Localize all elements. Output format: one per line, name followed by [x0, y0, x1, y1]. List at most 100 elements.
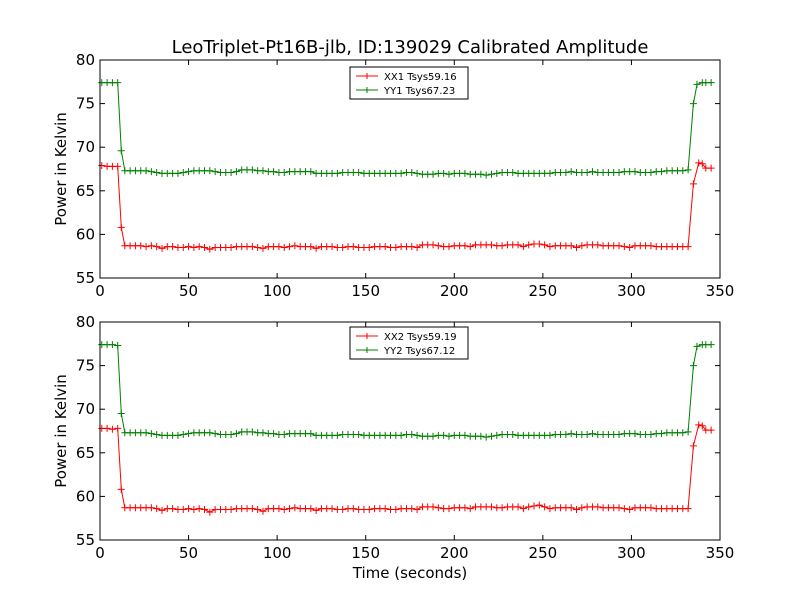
bottom-data-point [227, 430, 235, 438]
top-x-tick-label: 300 [617, 282, 646, 300]
bottom-y-axis-label: Power in Kelvin [52, 374, 70, 488]
bottom-series-xx [98, 421, 715, 516]
bottom-y-tick-label: 80 [76, 313, 95, 331]
top-y-tick-label: 75 [76, 95, 95, 113]
top-data-point [535, 240, 543, 248]
bottom-data-point [514, 503, 522, 511]
top-data-point [477, 170, 485, 178]
top-legend-swatch-marker [364, 73, 370, 79]
bottom-data-point [525, 503, 533, 511]
bottom-data-point [429, 503, 437, 511]
bottom-data-point [695, 421, 703, 429]
bottom-x-tick-label: 100 [263, 544, 292, 562]
top-data-point [232, 168, 240, 176]
bottom-data-point [232, 430, 240, 438]
bottom-data-point [227, 505, 235, 513]
top-data-point [206, 245, 214, 253]
top-data-point [519, 243, 527, 251]
top-data-point [117, 147, 125, 155]
bottom-data-point [179, 430, 187, 438]
top-data-point [594, 241, 602, 249]
top-data-point [487, 241, 495, 249]
bottom-data-point [195, 505, 203, 513]
bottom-data-point [689, 442, 697, 450]
bottom-data-point [312, 506, 320, 514]
bottom-x-tick-label: 200 [440, 544, 469, 562]
top-data-point [270, 168, 278, 176]
bottom-data-point [169, 505, 177, 513]
top-data-point [408, 168, 416, 176]
top-data-point [307, 243, 315, 251]
top-data-point [259, 167, 267, 175]
top-data-point [153, 243, 161, 251]
top-y-tick-label: 70 [76, 138, 95, 156]
bottom-x-tick-label: 0 [95, 544, 105, 562]
top-data-point [620, 243, 628, 251]
top-data-point [679, 167, 687, 175]
bottom-data-point [153, 505, 161, 513]
bottom-data-point [147, 430, 155, 438]
bottom-data-point [381, 505, 389, 513]
bottom-data-point [286, 505, 294, 513]
top-data-point [142, 167, 150, 175]
bottom-data-point [461, 431, 469, 439]
top-data-point [466, 243, 474, 251]
bottom-data-point [408, 505, 416, 513]
bottom-data-point [392, 505, 400, 513]
top-data-point [185, 243, 193, 251]
top-y-tick-label: 65 [76, 182, 95, 200]
top-x-tick-label: 350 [706, 282, 735, 300]
bottom-data-point [429, 432, 437, 440]
bottom-data-point [588, 430, 596, 438]
bottom-data-point [684, 505, 692, 513]
bottom-data-point [440, 431, 448, 439]
top-data-point [695, 159, 703, 167]
bottom-data-point [280, 430, 288, 438]
bottom-data-point [108, 341, 116, 349]
bottom-data-point [413, 431, 421, 439]
bottom-data-point [707, 341, 715, 349]
top-data-point [698, 160, 706, 168]
top-data-point [355, 168, 363, 176]
top-data-point [195, 243, 203, 251]
top-data-point [280, 168, 288, 176]
top-y-tick-label: 55 [76, 269, 95, 287]
bottom-data-point [615, 430, 623, 438]
top-data-point [487, 170, 495, 178]
top-data-point [397, 169, 405, 177]
top-data-point [647, 168, 655, 176]
top-data-point [573, 243, 581, 251]
top-data-point [445, 170, 453, 178]
top-data-point [525, 241, 533, 249]
bottom-data-point [698, 422, 706, 430]
bottom-data-point [254, 505, 262, 513]
top-data-point [211, 168, 219, 176]
top-data-point [190, 243, 198, 251]
bottom-data-point [190, 505, 198, 513]
bottom-data-point [355, 430, 363, 438]
bottom-data-point [693, 342, 701, 350]
top-data-point [254, 243, 262, 251]
top-data-point [349, 243, 357, 251]
top-data-point [689, 100, 697, 108]
top-data-point [227, 243, 235, 251]
bottom-data-point [461, 504, 469, 512]
top-data-point [615, 168, 623, 176]
bottom-legend: XX2 Tsys59.19 YY2 Tsys67.12 [349, 326, 469, 360]
bottom-data-point [689, 362, 697, 370]
top-series-xx [98, 159, 715, 253]
top-data-point [413, 243, 421, 251]
bottom-data-point [174, 431, 182, 439]
bottom-data-point [647, 504, 655, 512]
top-data-point [280, 243, 288, 251]
bottom-data-point [147, 504, 155, 512]
bottom-data-point [498, 504, 506, 512]
bottom-data-point [535, 501, 543, 509]
bottom-data-point [117, 410, 125, 418]
top-data-point [227, 168, 235, 176]
top-data-point [689, 180, 697, 188]
top-data-point [179, 168, 187, 176]
bottom-data-point [153, 430, 161, 438]
bottom-data-point [477, 432, 485, 440]
